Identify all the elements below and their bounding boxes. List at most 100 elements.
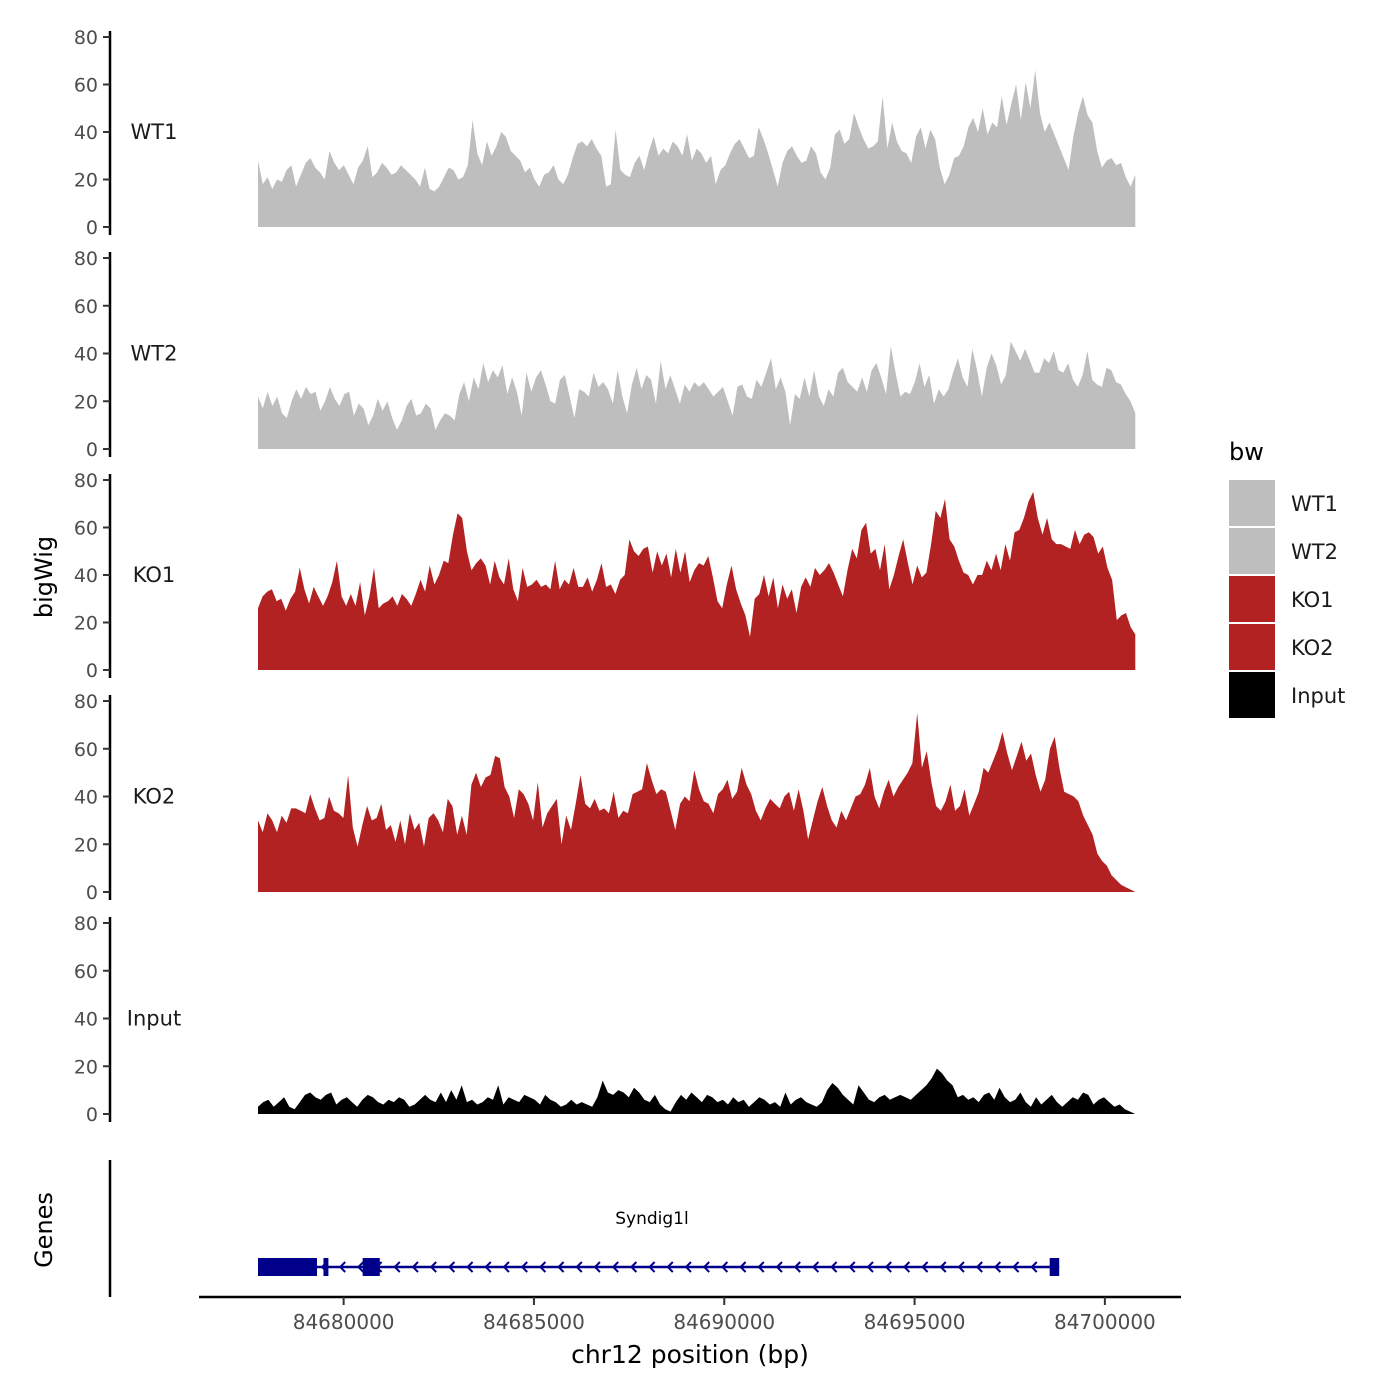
- legend: bw WT1 WT2 KO1 KO2 Input: [1229, 438, 1345, 718]
- strand-arrow-icon: [356, 1261, 365, 1273]
- strand-arrow-icon: [975, 1261, 983, 1273]
- y-tick-label: 20: [74, 391, 98, 413]
- legend-swatch-ko1: [1229, 576, 1275, 622]
- track-label: WT2: [131, 342, 178, 366]
- y-axis-title: bigWig: [30, 536, 58, 618]
- area-ko1: [258, 491, 1136, 670]
- strand-arrow-icon: [575, 1261, 583, 1273]
- y-tick-label: 60: [74, 518, 98, 540]
- strand-arrow-icon: [830, 1261, 838, 1273]
- y-tick-label: 80: [74, 27, 98, 49]
- y-tick-label: 40: [74, 1009, 98, 1031]
- strand-arrow-icon: [793, 1261, 801, 1273]
- y-tick-label: 40: [74, 565, 98, 587]
- track-wt2: 0 20 40 60 80 WT2: [74, 248, 1136, 461]
- y-tick-label: 20: [74, 170, 98, 192]
- track-ko1: 0 20 40 60 80 KO1: [74, 470, 1136, 682]
- strand-arrow-icon: [466, 1261, 474, 1273]
- strand-arrow-icon: [338, 1261, 346, 1273]
- y-tick-label: 80: [74, 470, 98, 492]
- strand-arrow-icon: [593, 1261, 601, 1273]
- track-wt1: 0 20 40 60 80 WT1: [74, 27, 1136, 239]
- gene-exon: [1049, 1258, 1060, 1276]
- legend-swatch-input: [1229, 672, 1275, 718]
- strand-arrow-icon: [1030, 1261, 1038, 1273]
- legend-label-ko2: KO2: [1291, 636, 1334, 660]
- gene-name-label: Syndig1l: [615, 1209, 688, 1229]
- y-tick-label: 60: [74, 739, 98, 761]
- y-tick-label: 60: [74, 961, 98, 983]
- legend-label-input: Input: [1291, 684, 1345, 708]
- strand-arrow-icon: [775, 1261, 783, 1273]
- y-tick-label: 0: [86, 217, 98, 239]
- legend-label-wt1: WT1: [1291, 492, 1338, 516]
- strand-arrow-icon: [484, 1261, 492, 1273]
- strand-arrow-icon: [739, 1261, 747, 1273]
- strand-arrow-icon: [611, 1261, 619, 1273]
- legend-title: bw: [1229, 438, 1264, 466]
- x-tick-label: 84690000: [673, 1310, 775, 1334]
- strand-arrow-icon: [538, 1261, 547, 1273]
- area-ko2: [258, 712, 1136, 892]
- track-label: KO2: [133, 785, 176, 809]
- gene-exon: [362, 1258, 380, 1276]
- strand-arrow-icon: [848, 1261, 856, 1273]
- strand-arrow-icon: [993, 1261, 1002, 1273]
- signal-tracks: 0 20 40 60 80 WT1 0 20 40 60 80 WT2 0 20 40 60 80 KO1 0 20 4…: [74, 27, 1136, 1126]
- track-label: Input: [127, 1007, 181, 1031]
- area-wt1: [258, 70, 1136, 227]
- strand-arrow-icon: [520, 1261, 528, 1273]
- y-tick-label: 80: [74, 248, 98, 270]
- strand-arrow-icon: [429, 1261, 437, 1273]
- strand-arrow-icon: [811, 1261, 820, 1273]
- strand-arrow-icon: [502, 1261, 510, 1273]
- x-axis: 84680000 84685000 84690000 84695000 84700000: [199, 1295, 1181, 1334]
- y-tick-label: 0: [86, 439, 98, 461]
- strand-arrow-icon: [702, 1261, 710, 1273]
- x-tick-label: 84680000: [293, 1310, 395, 1334]
- y-tick-label: 0: [86, 660, 98, 682]
- gene-annotation-track: Syndig1l: [108, 1160, 1060, 1297]
- track-label: KO1: [133, 563, 176, 587]
- area-input: [258, 1068, 1136, 1114]
- legend-swatch-wt1: [1229, 480, 1275, 526]
- y-tick-label: 60: [74, 296, 98, 318]
- area-wt2: [258, 341, 1136, 449]
- strand-arrow-icon: [648, 1261, 656, 1273]
- strand-arrow-icon: [447, 1261, 456, 1273]
- y-tick-label: 20: [74, 613, 98, 635]
- legend-swatch-ko2: [1229, 624, 1275, 670]
- track-input: 0 20 40 60 80 Input: [74, 913, 1136, 1126]
- x-tick-label: 84685000: [483, 1310, 585, 1334]
- strand-arrow-icon: [866, 1261, 874, 1273]
- strand-arrow-icon: [720, 1261, 729, 1273]
- x-tick-label: 84695000: [864, 1310, 966, 1334]
- strand-arrow-icon: [629, 1261, 638, 1273]
- y-tick-label: 20: [74, 834, 98, 856]
- y-tick-label: 80: [74, 913, 98, 935]
- y-tick-label: 0: [86, 1104, 98, 1126]
- x-tick-label: 84700000: [1054, 1310, 1156, 1334]
- y-tick-label: 40: [74, 787, 98, 809]
- x-axis-title: chr12 position (bp): [571, 1340, 809, 1369]
- genes-track-title: Genes: [30, 1192, 58, 1268]
- strand-arrow-icon: [757, 1261, 765, 1273]
- y-tick-label: 80: [74, 691, 98, 713]
- strand-arrow-icon: [884, 1261, 892, 1273]
- strand-arrow-icon: [666, 1261, 674, 1273]
- strand-arrow-icon: [393, 1261, 401, 1273]
- y-tick-label: 20: [74, 1056, 98, 1078]
- track-ko2: 0 20 40 60 80 KO2: [74, 691, 1136, 904]
- strand-arrow-icon: [921, 1261, 929, 1273]
- strand-arrow-icon: [939, 1261, 947, 1273]
- strand-arrow-icon: [684, 1261, 692, 1273]
- strand-arrow-icon: [557, 1261, 565, 1273]
- strand-arrows: [320, 1261, 1038, 1273]
- gene-exon: [323, 1258, 329, 1276]
- y-tick-label: 40: [74, 122, 98, 144]
- legend-label-wt2: WT2: [1291, 540, 1338, 564]
- strand-arrow-icon: [1012, 1261, 1020, 1273]
- y-tick-label: 40: [74, 344, 98, 366]
- y-tick-label: 60: [74, 75, 98, 97]
